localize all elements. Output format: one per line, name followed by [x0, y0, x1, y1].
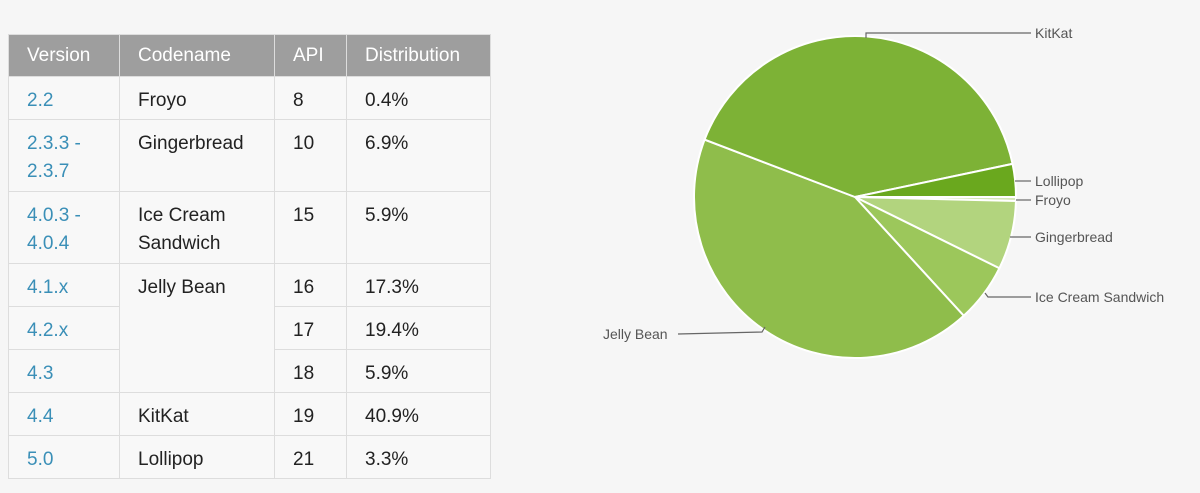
slice-label: Ice Cream Sandwich — [1035, 289, 1164, 305]
header-version: Version — [8, 34, 120, 77]
codename: Froyo — [119, 76, 275, 120]
slice-label: Jelly Bean — [603, 326, 668, 342]
codename: Jelly Bean — [119, 263, 275, 393]
slice-label: Lollipop — [1035, 173, 1083, 189]
api: 21 — [274, 435, 347, 479]
pie-slice-jelly-bean — [693, 138, 966, 359]
version-link[interactable]: 5.0 — [8, 435, 120, 479]
api: 8 — [274, 76, 347, 120]
distribution: 17.3% — [346, 263, 491, 307]
api: 10 — [274, 119, 347, 192]
codename: Ice Cream Sandwich — [119, 191, 275, 264]
pie-slice-kitkat — [703, 35, 1014, 199]
pie-slice-lollipop — [854, 162, 1018, 198]
table-row: 4.0.3 - 4.0.4 Ice Cream Sandwich 15 5.9% — [8, 191, 491, 264]
codename: Gingerbread — [119, 119, 275, 192]
version-link[interactable]: 4.0.3 - 4.0.4 — [8, 191, 120, 264]
codename: KitKat — [119, 392, 275, 436]
table-row: 2.2 Froyo 8 0.4% — [8, 76, 491, 120]
distribution-table: Version Codename API Distribution 2.2 Fr… — [8, 34, 491, 479]
slice-label: Froyo — [1035, 192, 1071, 208]
version-link[interactable]: 4.3 — [8, 349, 120, 393]
api: 19 — [274, 392, 347, 436]
leader-line — [984, 292, 1031, 298]
leader-line — [677, 326, 766, 335]
api: 15 — [274, 191, 347, 264]
distribution: 40.9% — [346, 392, 491, 436]
version-link[interactable]: 4.1.x — [8, 263, 120, 307]
table-row: 4.2.x 17 19.4% — [8, 306, 491, 350]
header-distribution: Distribution — [346, 34, 491, 77]
leader-line — [865, 32, 1031, 38]
table-row: 4.4 KitKat 19 40.9% — [8, 392, 491, 436]
distribution: 19.4% — [346, 306, 491, 350]
distribution: 5.9% — [346, 191, 491, 264]
distribution: 0.4% — [346, 76, 491, 120]
version-link[interactable]: 2.2 — [8, 76, 120, 120]
table-row: 4.3 18 5.9% — [8, 349, 491, 393]
table-row: 4.1.x Jelly Bean 16 17.3% — [8, 263, 491, 393]
codename: Lollipop — [119, 435, 275, 479]
table-header: Version Codename API Distribution — [8, 34, 491, 77]
table-row: 5.0 Lollipop 21 3.3% — [8, 435, 491, 479]
slice-label: Gingerbread — [1035, 229, 1113, 245]
version-link[interactable]: 4.4 — [8, 392, 120, 436]
api: 17 — [274, 306, 347, 350]
slice-label: KitKat — [1035, 25, 1072, 41]
api: 18 — [274, 349, 347, 393]
distribution: 3.3% — [346, 435, 491, 479]
